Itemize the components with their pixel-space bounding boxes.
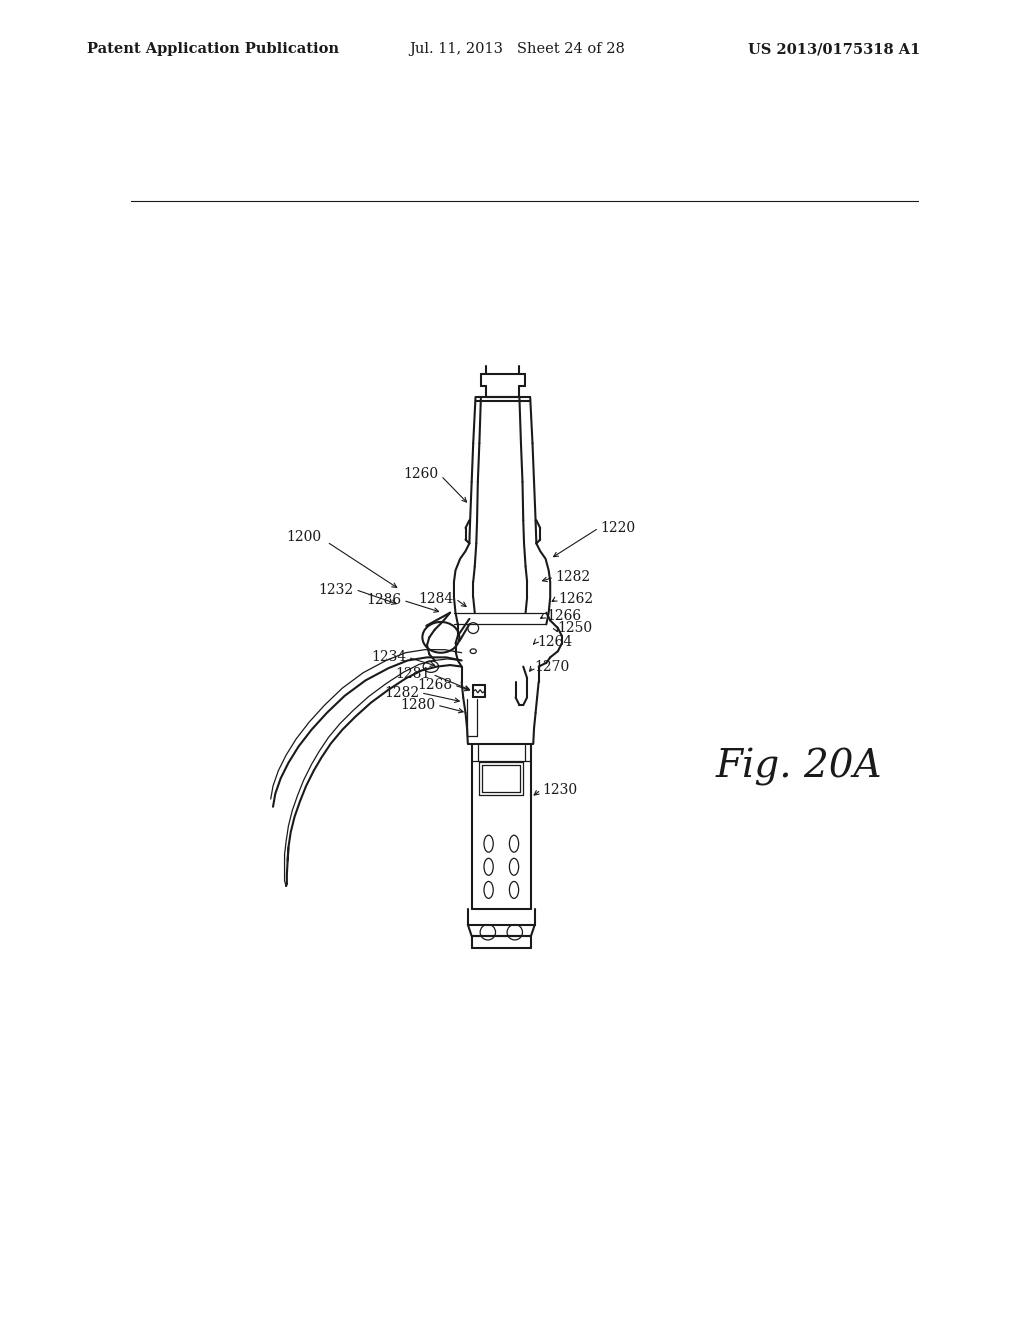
Text: 1286: 1286 xyxy=(367,594,401,607)
Text: 1264: 1264 xyxy=(538,635,572,649)
Text: 1260: 1260 xyxy=(403,467,438,480)
Text: 1234: 1234 xyxy=(371,651,407,664)
Text: Patent Application Publication: Patent Application Publication xyxy=(87,42,339,57)
Text: US 2013/0175318 A1: US 2013/0175318 A1 xyxy=(748,42,920,57)
Text: 1280: 1280 xyxy=(400,698,435,711)
Text: 1266: 1266 xyxy=(547,609,582,623)
Text: 1250: 1250 xyxy=(557,622,592,635)
Text: 1281: 1281 xyxy=(395,668,431,681)
Text: 1232: 1232 xyxy=(318,582,354,597)
Text: Jul. 11, 2013   Sheet 24 of 28: Jul. 11, 2013 Sheet 24 of 28 xyxy=(410,42,626,57)
Text: 1230: 1230 xyxy=(543,783,578,797)
Text: 1284: 1284 xyxy=(419,591,454,606)
Text: 1262: 1262 xyxy=(558,591,593,606)
Text: Fig. 20A: Fig. 20A xyxy=(716,747,883,785)
Text: 1282: 1282 xyxy=(384,686,419,700)
Text: 1282: 1282 xyxy=(556,570,591,585)
Text: 1270: 1270 xyxy=(535,660,570,673)
Text: 1200: 1200 xyxy=(287,531,322,544)
Text: 1268: 1268 xyxy=(418,678,453,692)
Text: 1220: 1220 xyxy=(600,521,635,535)
